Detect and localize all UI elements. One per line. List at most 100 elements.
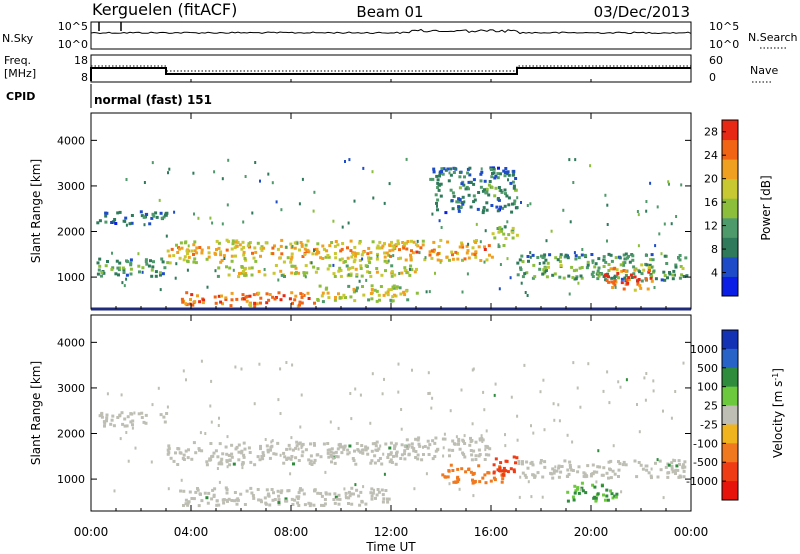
power-echo-cell (558, 260, 562, 264)
velocity-echo-cell (414, 456, 418, 459)
velocity-echo-cell (250, 491, 254, 495)
velocity-echo-cell (431, 396, 434, 400)
power-echo-cell (219, 253, 223, 257)
velocity-echo-cell (220, 457, 224, 461)
velocity-echo-cell (645, 468, 649, 472)
power-echo-cell (602, 258, 605, 262)
power-echo-cell (438, 219, 441, 223)
velocity-echo-cell (656, 458, 659, 462)
power-echo-cell (376, 252, 379, 256)
power-echo-cell (260, 245, 264, 249)
power-echo-cell (497, 245, 501, 249)
power-echo-cell (575, 275, 579, 279)
velocity-echo-cell (151, 403, 154, 407)
power-echo-cell (159, 273, 162, 277)
power-echo-cell (299, 292, 303, 296)
power-echo-cell (383, 259, 387, 263)
power-echo-cell (250, 273, 254, 277)
velocity-echo-cell (554, 465, 557, 469)
velocity-echo-cell (572, 361, 575, 365)
velocity-echo-cell (449, 409, 452, 413)
velocity-echo-cell (248, 451, 252, 454)
velocity-echo-cell (225, 491, 229, 495)
power-echo-cell (180, 246, 184, 250)
velocity-echo-cell (414, 437, 418, 441)
power-echo-cell (479, 240, 482, 244)
velocity-echo-cell (332, 498, 336, 501)
velocity-echo-cell (454, 480, 458, 484)
power-echo-cell (111, 251, 113, 255)
power-echo-cell (349, 249, 353, 253)
velocity-echo-cell (242, 455, 246, 459)
power-echo-cell (238, 272, 241, 275)
power-echo-cell (118, 261, 122, 265)
power-echo-cell (125, 273, 129, 277)
power-echo-cell (457, 209, 461, 213)
power-echo-cell (155, 215, 159, 219)
velocity-echo-cell (461, 438, 465, 442)
power-echo-cell (624, 274, 628, 277)
power-echo-cell (355, 286, 359, 290)
power-echo-cell (198, 300, 202, 304)
velocity-echo-cell (313, 458, 317, 462)
velocity-echo-cell (190, 497, 194, 500)
power-cbar-swatch (722, 159, 738, 180)
velocity-echo-cell (296, 497, 300, 500)
power-echo-cell (591, 259, 595, 263)
velocity-echo-cell (375, 493, 379, 497)
power-echo-cell (542, 255, 546, 259)
velocity-echo-cell (670, 416, 673, 420)
velocity-echo-cell (383, 377, 385, 381)
power-echo-cell (471, 246, 475, 250)
velocity-echo-cell (326, 442, 330, 445)
power-echo-cell (230, 259, 234, 263)
velocity-echo-cell (550, 472, 554, 476)
power-echo-cell (497, 230, 501, 234)
velocity-echo-cell (417, 442, 421, 446)
power-echo-cell (466, 171, 470, 175)
velocity-echo-cell (229, 458, 232, 462)
power-echo-cell (436, 178, 440, 182)
power-echo-cell (511, 226, 515, 230)
power-echo-cell (280, 273, 284, 277)
velocity-echo-cell (257, 498, 261, 502)
velocity-echo-cell (271, 439, 274, 443)
velocity-echo-cell (179, 489, 183, 493)
power-echo-cell (623, 261, 627, 265)
power-echo-cell (275, 200, 278, 204)
power-echo-cell (651, 258, 655, 262)
power-echo-cell (177, 247, 181, 251)
power-echo-cell (580, 253, 584, 257)
power-echo-cell (259, 254, 262, 258)
velocity-echo-cell (430, 406, 433, 410)
power-echo-cell (471, 252, 475, 256)
power-ylabel: Slant Range [km] (29, 159, 43, 263)
power-echo-cell (474, 241, 478, 244)
power-echo-cell (358, 279, 361, 283)
velocity-echo-cell (580, 481, 584, 485)
velocity-echo-cell (266, 450, 270, 454)
power-echo-cell (389, 288, 393, 292)
nsky-tick-top: 10^5 (58, 20, 88, 33)
velocity-echo-cell (675, 464, 679, 468)
velocity-echo-cell (428, 391, 431, 395)
power-echo-cell (230, 291, 234, 295)
velocity-echo-cell (226, 435, 229, 439)
velocity-echo-cell (523, 473, 527, 477)
velocity-echo-cell (458, 447, 462, 451)
power-echo-cell (680, 273, 684, 277)
power-echo-cell (145, 212, 149, 216)
power-echo-cell (434, 271, 436, 275)
power-echo-cell (293, 241, 297, 245)
power-echo-cell (345, 264, 349, 268)
power-echo-cell (290, 271, 294, 275)
power-echo-cell (482, 209, 485, 213)
power-echo-cell (215, 248, 218, 251)
velocity-echo-cell (256, 455, 260, 459)
velocity-echo-cell (374, 444, 378, 448)
velocity-cbar-tick-label: -25 (700, 418, 718, 431)
power-echo-cell (574, 158, 577, 162)
power-echo-cell (215, 239, 219, 243)
power-echo-cell (370, 288, 374, 291)
velocity-echo-cell (178, 451, 182, 455)
